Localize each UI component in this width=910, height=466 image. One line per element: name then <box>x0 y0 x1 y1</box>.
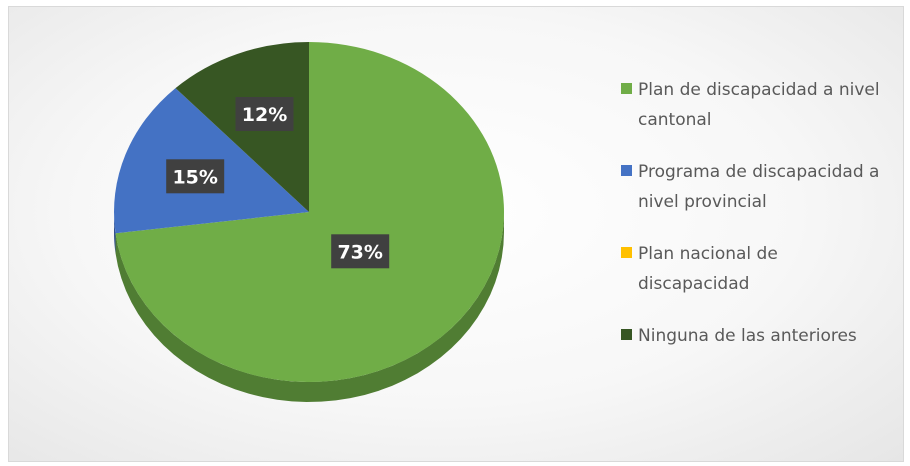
chart-area: 73% 15% 12% Plan de discapacidad a nivel can… <box>8 6 904 462</box>
legend-label-1: nivel provincial <box>638 192 767 212</box>
data-label-box-0 <box>331 234 390 269</box>
legend-swatch-2 <box>621 247 632 258</box>
data-label-box-1 <box>166 159 225 194</box>
pie-slice-0 <box>115 42 505 382</box>
data-label-1: 15% <box>172 166 217 188</box>
legend-swatch-3 <box>621 329 632 340</box>
legend-label-0: cantonal <box>638 110 712 130</box>
data-label-box-3 <box>235 97 294 131</box>
pie-side-1 <box>114 212 116 254</box>
pie-chart: 73% 15% 12% Plan de discapacidad a nivel can… <box>114 42 880 402</box>
legend-label-1: Programa de discapacidad a <box>638 162 879 182</box>
legend: Plan de discapacidad a nivel cantonal Prog… <box>621 80 880 346</box>
legend-swatch-0 <box>621 83 632 94</box>
legend-swatch-1 <box>621 165 632 176</box>
legend-label-0: Plan de discapacidad a nivel <box>638 80 880 100</box>
pie-slices <box>114 42 505 382</box>
data-labels: 73% 15% 12% <box>166 97 390 269</box>
legend-label-3: Ninguna de las anteriores <box>638 326 857 346</box>
data-label-0: 73% <box>337 241 382 263</box>
legend-label-2: Plan nacional de <box>638 244 778 264</box>
data-label-3: 12% <box>242 104 287 126</box>
legend-label-2: discapacidad <box>638 274 749 294</box>
pie-side-walls <box>114 212 504 402</box>
